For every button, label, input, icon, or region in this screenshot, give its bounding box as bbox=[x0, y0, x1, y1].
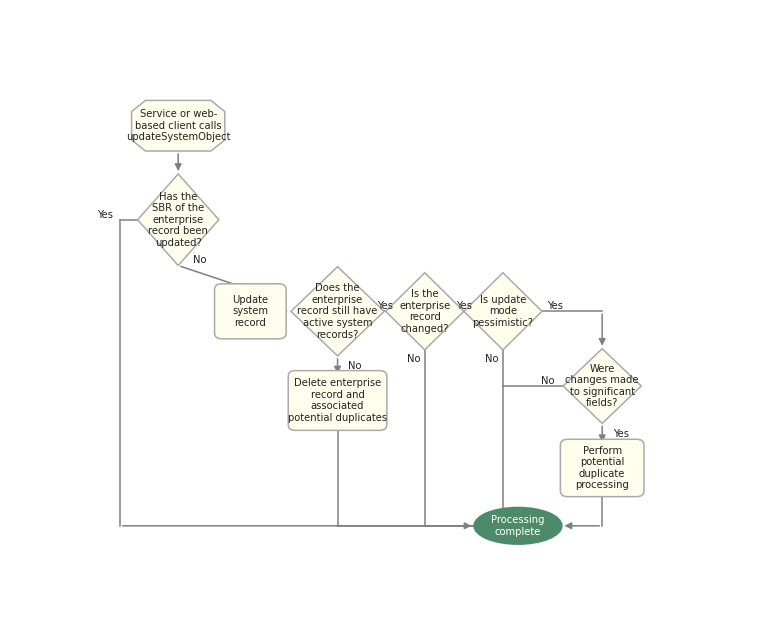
Text: Yes: Yes bbox=[613, 429, 629, 439]
Polygon shape bbox=[132, 100, 225, 151]
FancyBboxPatch shape bbox=[215, 284, 286, 339]
Text: No: No bbox=[348, 361, 362, 371]
Polygon shape bbox=[563, 349, 641, 423]
Polygon shape bbox=[386, 273, 464, 350]
Text: Processing
complete: Processing complete bbox=[491, 515, 545, 536]
Text: No: No bbox=[193, 255, 206, 265]
Text: Yes: Yes bbox=[456, 300, 472, 310]
Text: No: No bbox=[541, 376, 554, 386]
Text: Delete enterprise
record and
associated
potential duplicates: Delete enterprise record and associated … bbox=[288, 378, 387, 423]
Text: Yes: Yes bbox=[547, 300, 563, 310]
Text: Service or web-
based client calls
updateSystemObject: Service or web- based client calls updat… bbox=[126, 109, 230, 142]
Text: No: No bbox=[485, 354, 499, 364]
Text: Yes: Yes bbox=[97, 210, 113, 220]
Text: Does the
enterprise
record still have
active system
records?: Does the enterprise record still have ac… bbox=[297, 283, 378, 339]
Text: Is the
enterprise
record
changed?: Is the enterprise record changed? bbox=[399, 289, 450, 334]
Text: Update
system
record: Update system record bbox=[232, 295, 268, 328]
FancyBboxPatch shape bbox=[288, 371, 387, 430]
Text: Is update
mode
pessimistic?: Is update mode pessimistic? bbox=[473, 295, 533, 328]
Text: Perform
potential
duplicate
processing: Perform potential duplicate processing bbox=[575, 446, 629, 490]
Text: No: No bbox=[407, 354, 421, 364]
Polygon shape bbox=[464, 273, 542, 350]
Polygon shape bbox=[291, 267, 384, 356]
Text: Has the
SBR of the
enterprise
record been
updated?: Has the SBR of the enterprise record bee… bbox=[148, 192, 208, 248]
Polygon shape bbox=[137, 174, 219, 265]
Text: Were
changes made
to significant
fields?: Were changes made to significant fields? bbox=[566, 364, 639, 408]
FancyBboxPatch shape bbox=[560, 439, 644, 496]
Ellipse shape bbox=[474, 508, 562, 544]
Text: Yes: Yes bbox=[377, 300, 393, 310]
